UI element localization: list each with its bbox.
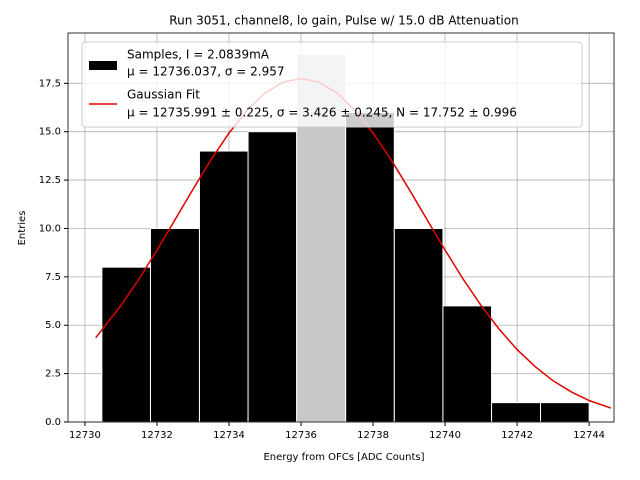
legend-label: μ = 12735.991 ± 0.225, σ = 3.426 ± 0.245…	[127, 106, 517, 120]
bar	[149, 227, 200, 423]
x-tick-label: 12738	[357, 430, 389, 441]
legend-label: Samples, I = 2.0839mA	[127, 48, 270, 62]
legend: Samples, I = 2.0839mA μ = 12736.037, σ = …	[81, 41, 583, 128]
y-tick-label: 7.5	[45, 272, 61, 283]
legend-box	[81, 41, 583, 128]
bar	[442, 305, 493, 423]
y-axis-label: Entries	[17, 211, 28, 246]
legend-label: Gaussian Fit	[127, 88, 200, 102]
x-tick-label: 12734	[213, 430, 245, 441]
bar	[540, 402, 590, 423]
x-tick-label: 12742	[501, 430, 533, 441]
bar	[393, 227, 444, 423]
x-tick-label: 12730	[69, 430, 101, 441]
y-tick-label: 10.0	[39, 223, 61, 234]
x-tick-label: 12740	[429, 430, 461, 441]
bar	[198, 150, 249, 423]
y-tick-label: 15.0	[39, 127, 61, 138]
y-tick-label: 0.0	[45, 417, 61, 428]
y-tick-label: 2.5	[45, 369, 61, 380]
y-tick-label: 12.5	[39, 175, 61, 186]
x-tick-label: 12732	[141, 430, 173, 441]
y-tick-label: 17.5	[39, 78, 61, 89]
y-tick-label: 5.0	[45, 320, 61, 331]
x-tick-label: 12744	[573, 430, 605, 441]
bar	[247, 131, 298, 423]
x-axis-label: Energy from OFCs [ADC Counts]	[263, 452, 424, 463]
bar	[491, 402, 542, 423]
bar	[345, 111, 395, 423]
chart-title: Run 3051, channel8, lo gain, Pulse w/ 15…	[169, 14, 518, 28]
bar	[101, 266, 151, 423]
x-tick-label: 12736	[285, 430, 317, 441]
legend-label: μ = 12736.037, σ = 2.957	[127, 65, 284, 79]
legend-swatch	[89, 61, 117, 70]
plot-frame	[67, 32, 615, 423]
